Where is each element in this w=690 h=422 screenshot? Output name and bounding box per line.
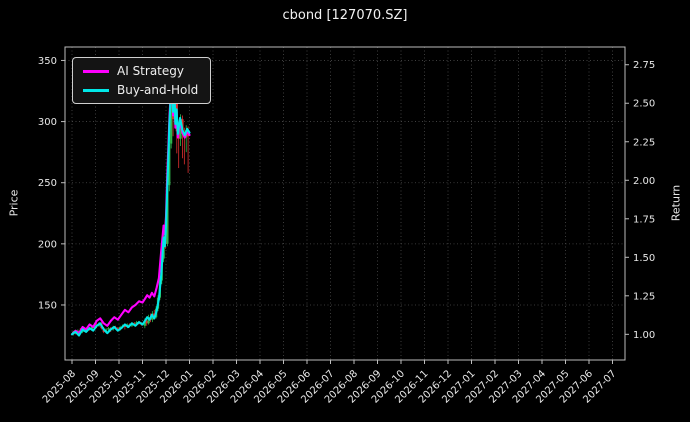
candle-body [123, 325, 126, 327]
left-axis-label: Price [7, 189, 21, 217]
return-tick-label: 2.75 [633, 60, 655, 71]
price-tick-label: 300 [38, 117, 57, 128]
return-tick-label: 1.75 [633, 214, 655, 225]
candle-body [145, 320, 148, 324]
candle-body [116, 328, 119, 330]
legend: AI Strategy Buy-and-Hold [72, 57, 212, 104]
return-tick-label: 2.00 [633, 176, 655, 187]
return-tick-label: 2.50 [633, 99, 655, 110]
legend-item-buy-and-hold: Buy-and-Hold [83, 84, 198, 96]
return-tick-label: 1.00 [633, 330, 655, 341]
candle-body [90, 326, 94, 330]
ai-strategy-line-swatch [83, 69, 109, 73]
candle-body [168, 143, 171, 186]
price-tick-label: 250 [38, 178, 57, 189]
legend-item-ai-strategy: AI Strategy [83, 65, 198, 77]
price-tick-label: 200 [38, 239, 57, 250]
price-tick-label: 350 [38, 56, 57, 67]
return-tick-label: 1.50 [633, 253, 655, 264]
candle-body [170, 91, 173, 144]
chart-title: cbond [127070.SZ] [282, 8, 408, 23]
legend-label: Buy-and-Hold [117, 83, 199, 97]
candle-body [107, 328, 110, 330]
right-axis-label: Return [669, 184, 683, 222]
buy-and-hold-line-swatch [83, 88, 109, 92]
return-tick-label: 1.25 [633, 291, 655, 302]
candle-body [143, 320, 146, 326]
legend-label: AI Strategy [117, 64, 184, 78]
plot-border [64, 46, 626, 361]
candle-body [147, 317, 150, 324]
return-tick-label: 2.25 [633, 137, 655, 148]
price-tick-label: 150 [38, 300, 57, 311]
